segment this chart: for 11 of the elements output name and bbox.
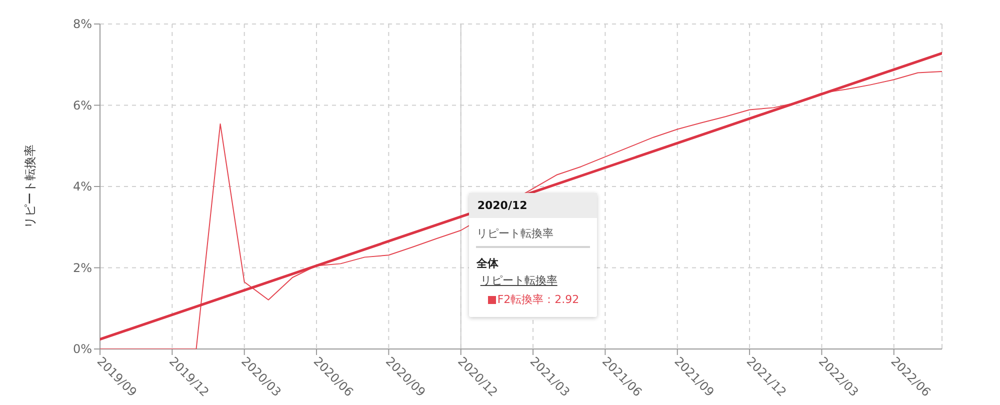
y-tick-label: 8% <box>72 17 92 31</box>
y-tick-label: 4% <box>72 180 92 194</box>
annotation: リピート転換率 <box>480 273 558 288</box>
annotation: 2020/12 <box>469 193 598 218</box>
y-axis-title: リピート転換率 <box>23 144 37 228</box>
annotation: F2転換率：2.92 <box>497 292 580 307</box>
annotation: リピート転換率 <box>476 226 590 248</box>
y-tick-label: 2% <box>72 260 92 275</box>
y-tick-label: 0% <box>72 342 92 356</box>
y-tick-label: 6% <box>72 98 92 112</box>
annotation: 全体 <box>476 256 500 271</box>
